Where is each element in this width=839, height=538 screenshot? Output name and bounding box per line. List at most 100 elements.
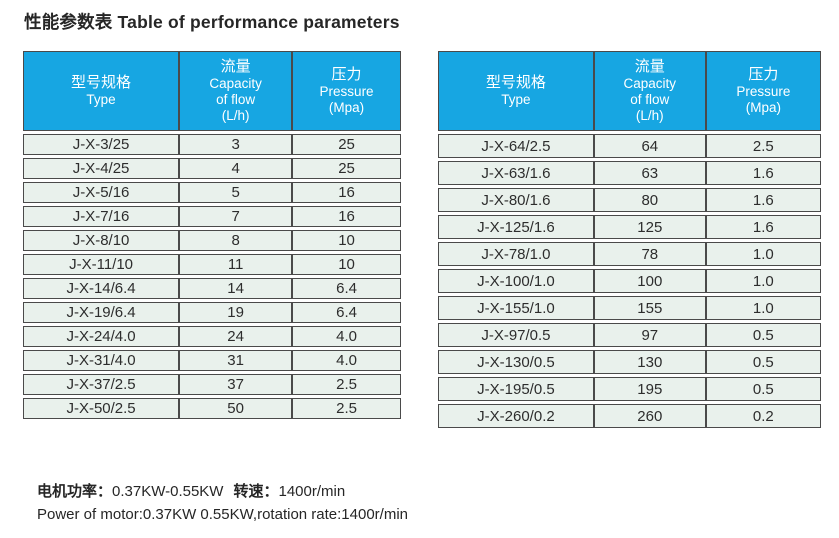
table-row: J-X-31/4.0 31 4.0 xyxy=(23,350,401,371)
flow-cell: 24 xyxy=(179,326,293,347)
flow-cell: 80 xyxy=(593,188,706,212)
type-cell: J-X-14/6.4 xyxy=(23,278,180,299)
pressure-cell: 25 xyxy=(292,134,401,155)
pressure-cell: 4.0 xyxy=(292,350,401,371)
flow-header-en2: of flow xyxy=(630,91,670,107)
type-cell: J-X-31/4.0 xyxy=(23,350,180,371)
table-row: J-X-14/6.4 14 6.4 xyxy=(23,278,401,299)
type-header-cn: 型号规格 xyxy=(71,74,132,92)
col-header-type: 型号规格 Type xyxy=(438,51,594,131)
pressure-cell: 10 xyxy=(292,230,401,251)
type-cell: J-X-125/1.6 xyxy=(438,215,594,239)
table-row: J-X-5/16 5 16 xyxy=(23,182,401,203)
flow-cell: 260 xyxy=(593,404,706,428)
flow-cell: 125 xyxy=(593,215,706,239)
col-header-pressure: 压力 Pressure (Mpa) xyxy=(705,51,821,131)
type-cell: J-X-50/2.5 xyxy=(23,398,180,419)
pressure-header-cn: 压力 xyxy=(331,66,362,84)
type-cell: J-X-19/6.4 xyxy=(23,302,180,323)
flow-cell: 63 xyxy=(593,161,706,185)
type-cell: J-X-100/1.0 xyxy=(438,269,594,293)
pressure-header-unit: (Mpa) xyxy=(328,99,365,115)
type-cell: J-X-260/0.2 xyxy=(438,404,594,428)
table-row: J-X-80/1.6 80 1.6 xyxy=(438,188,821,212)
pressure-cell: 16 xyxy=(292,206,401,227)
pressure-cell: 0.5 xyxy=(705,377,821,401)
table-row: J-X-155/1.0 155 1.0 xyxy=(438,296,821,320)
table-row: J-X-19/6.4 19 6.4 xyxy=(23,302,401,323)
pressure-cell: 16 xyxy=(292,182,401,203)
table-row: J-X-8/10 8 10 xyxy=(23,230,401,251)
pressure-cell: 6.4 xyxy=(292,302,401,323)
table-body-right: J-X-64/2.5 64 2.5 J-X-63/1.6 63 1.6 J-X-80/1.6… xyxy=(438,134,821,428)
flow-cell: 50 xyxy=(179,398,293,419)
type-cell: J-X-8/10 xyxy=(23,230,180,251)
table-row: J-X-100/1.0 100 1.0 xyxy=(438,269,821,293)
flow-header-en2: of flow xyxy=(216,91,256,107)
type-cell: J-X-97/0.5 xyxy=(438,323,594,347)
flow-cell: 130 xyxy=(593,350,706,374)
flow-cell: 97 xyxy=(593,323,706,347)
col-header-flow: 流量 Capacity of flow (L/h) xyxy=(179,51,293,131)
type-header-en: Type xyxy=(501,91,531,107)
header-row: 型号规格 Type 流量 Capacity of flow (L/h) 压力 P… xyxy=(23,51,401,131)
type-cell: J-X-195/0.5 xyxy=(438,377,594,401)
table-body-left: J-X-3/25 3 25 J-X-4/25 4 25 J-X-5/16 5 16 J-X-7/1… xyxy=(23,134,401,419)
flow-cell: 64 xyxy=(593,134,706,158)
type-cell: J-X-63/1.6 xyxy=(438,161,594,185)
flow-header-cn: 流量 xyxy=(220,58,251,76)
footer-line-cn: 电机功率：0.37KW-0.55KW 转速：1400r/min xyxy=(37,481,408,504)
pressure-cell: 0.2 xyxy=(705,404,821,428)
table-row: J-X-24/4.0 24 4.0 xyxy=(23,326,401,347)
type-cell: J-X-78/1.0 xyxy=(438,242,594,266)
type-cell: J-X-130/0.5 xyxy=(438,350,594,374)
pressure-header-cn: 压力 xyxy=(748,66,779,84)
flow-cell: 195 xyxy=(593,377,706,401)
pressure-cell: 25 xyxy=(292,158,401,179)
table-row: J-X-4/25 4 25 xyxy=(23,158,401,179)
type-cell: J-X-37/2.5 xyxy=(23,374,180,395)
performance-table-left: 型号规格 Type 流量 Capacity of flow (L/h) 压力 P… xyxy=(23,48,401,422)
rotation-label: 转速： xyxy=(233,483,279,500)
type-cell: J-X-11/10 xyxy=(23,254,180,275)
table-row: J-X-78/1.0 78 1.0 xyxy=(438,242,821,266)
type-cell: J-X-155/1.0 xyxy=(438,296,594,320)
type-cell: J-X-3/25 xyxy=(23,134,180,155)
pressure-cell: 2.5 xyxy=(292,374,401,395)
flow-cell: 3 xyxy=(179,134,293,155)
table-row: J-X-64/2.5 64 2.5 xyxy=(438,134,821,158)
pressure-cell: 4.0 xyxy=(292,326,401,347)
motor-power-value: 0.37KW-0.55KW xyxy=(112,483,224,500)
table-row: J-X-260/0.2 260 0.2 xyxy=(438,404,821,428)
performance-table-right: 型号规格 Type 流量 Capacity of flow (L/h) 压力 P… xyxy=(438,48,821,431)
flow-header-unit: (L/h) xyxy=(635,107,664,123)
footer-line-en: Power of motor:0.37KW 0.55KW,rotation ra… xyxy=(37,505,409,523)
type-cell: J-X-64/2.5 xyxy=(438,134,594,158)
type-cell: J-X-7/16 xyxy=(23,206,180,227)
flow-cell: 8 xyxy=(179,230,293,251)
flow-cell: 11 xyxy=(179,254,293,275)
type-cell: J-X-4/25 xyxy=(23,158,180,179)
pressure-header-en: Pressure xyxy=(736,83,791,99)
pressure-cell: 2.5 xyxy=(705,134,821,158)
table-row: J-X-195/0.5 195 0.5 xyxy=(438,377,821,401)
flow-cell: 31 xyxy=(179,350,293,371)
flow-cell: 4 xyxy=(179,158,293,179)
flow-cell: 155 xyxy=(593,296,706,320)
pressure-cell: 0.5 xyxy=(705,323,821,347)
type-header-en: Type xyxy=(86,91,116,107)
page-title: 性能参数表 Table of performance parameters xyxy=(24,12,400,32)
table-row: J-X-130/0.5 130 0.5 xyxy=(438,350,821,374)
pressure-cell: 1.6 xyxy=(705,215,821,239)
flow-header-en1: Capacity xyxy=(623,75,677,91)
table-row: J-X-37/2.5 37 2.5 xyxy=(23,374,401,395)
pressure-cell: 1.6 xyxy=(705,188,821,212)
col-header-type: 型号规格 Type xyxy=(23,51,180,131)
flow-cell: 78 xyxy=(593,242,706,266)
pressure-cell: 2.5 xyxy=(292,398,401,419)
pressure-header-en: Pressure xyxy=(319,83,374,99)
table-row: J-X-97/0.5 97 0.5 xyxy=(438,323,821,347)
pressure-cell: 1.0 xyxy=(705,242,821,266)
flow-cell: 37 xyxy=(179,374,293,395)
flow-cell: 7 xyxy=(179,206,293,227)
